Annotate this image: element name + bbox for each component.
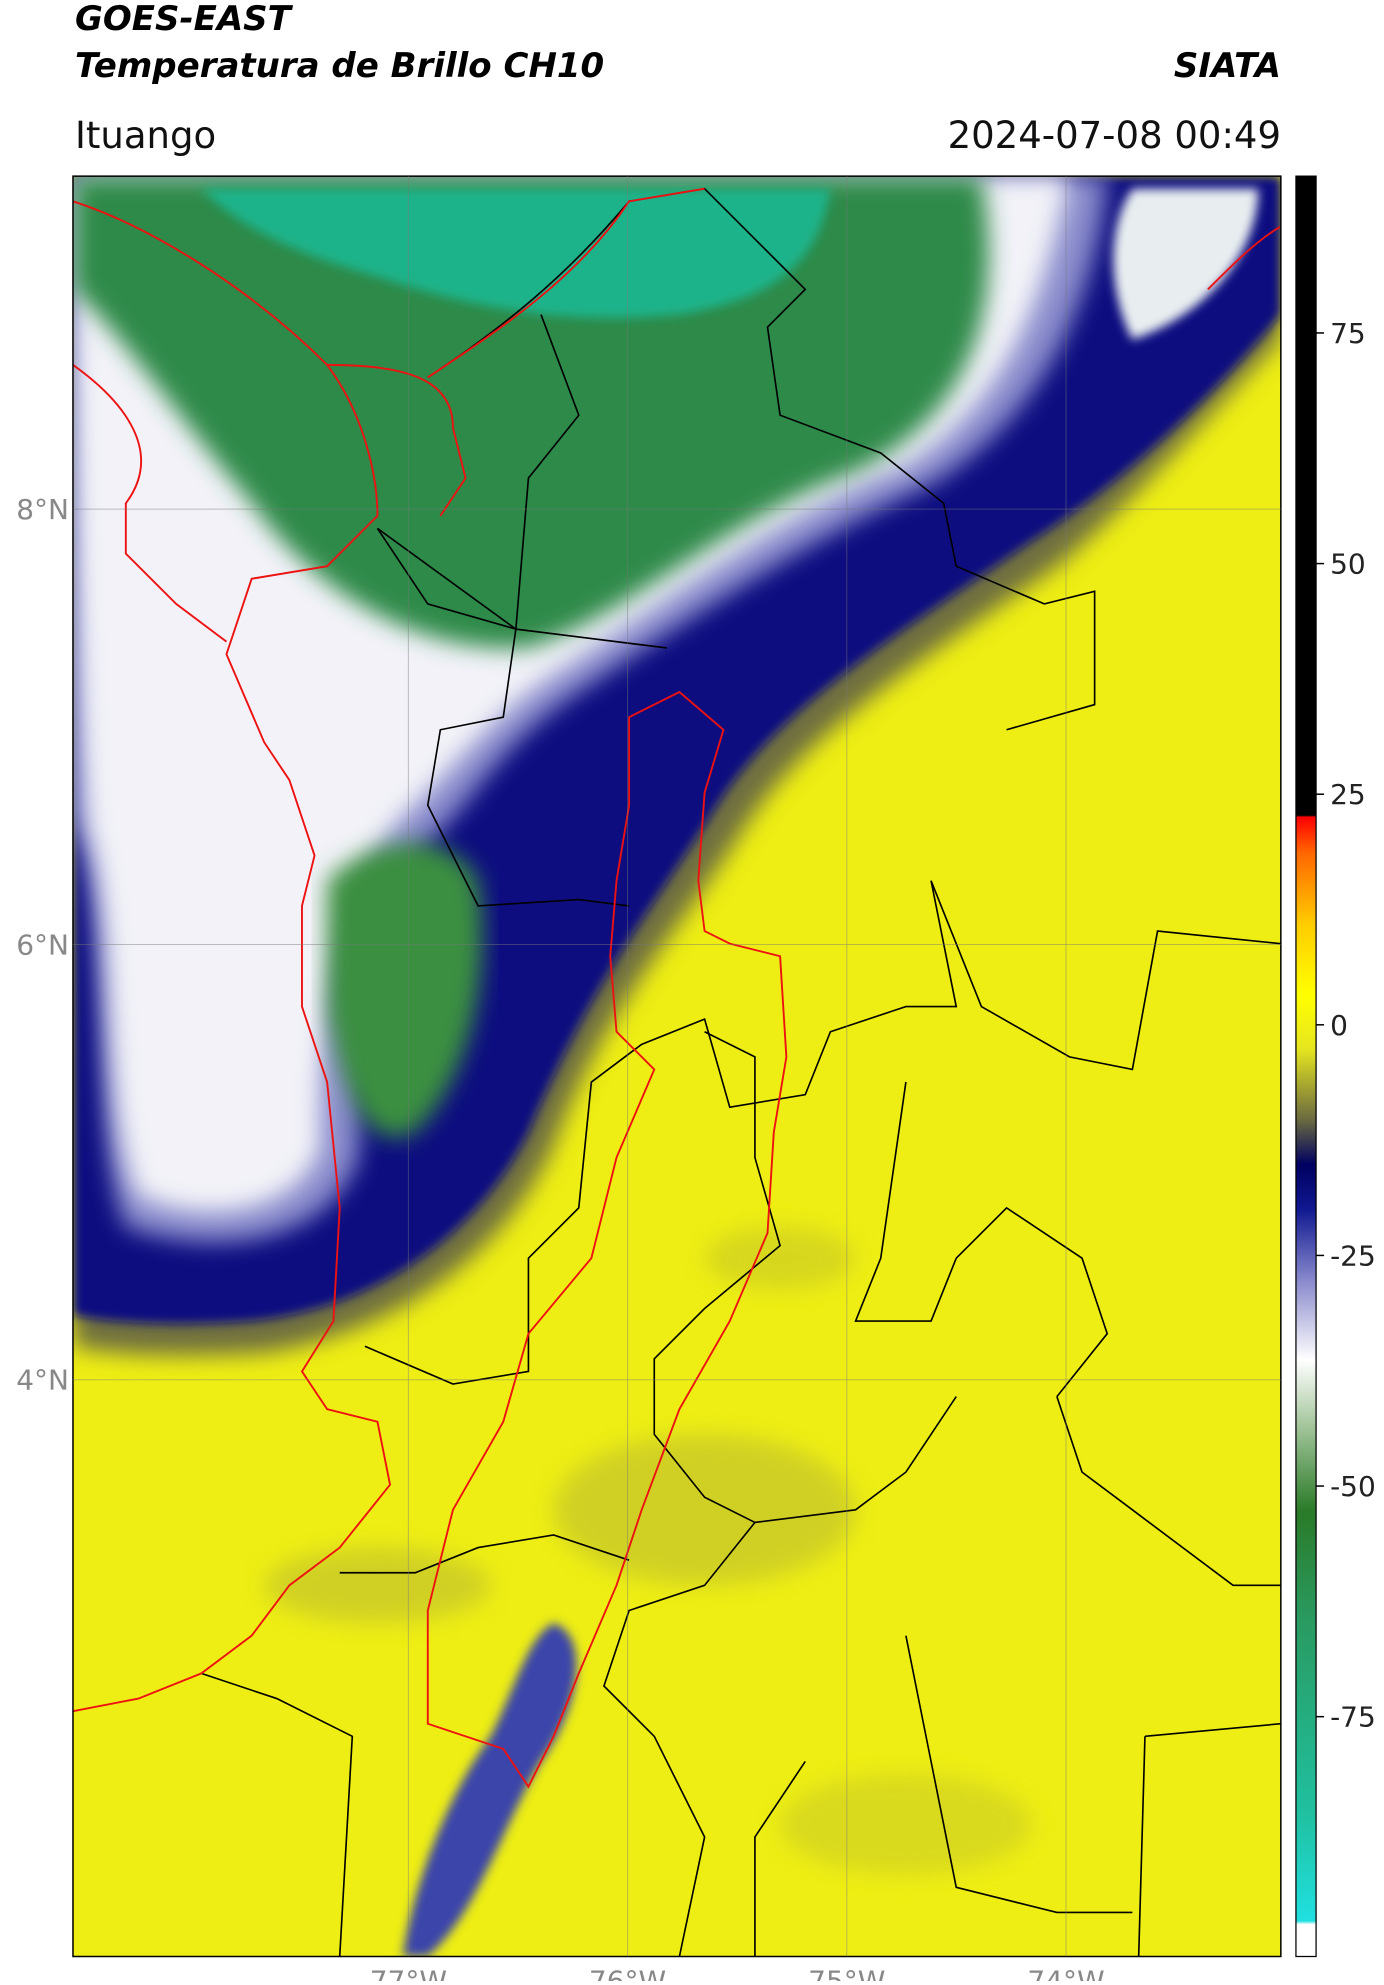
colorbar-tick-label: 0 [1330,1009,1348,1042]
colorbar-tick-label: 75 [1330,317,1366,350]
axes: 77°W 76°W 75°W 74°W 8°N 6°N 4°N 75 50 25 0 -25 -50 -7… [16,176,1376,1985]
source: SIATA [1174,46,1281,86]
colorbar-tick-label: -25 [1330,1239,1376,1272]
subtitle: Temperatura de Brillo CH10 [75,46,604,86]
map-image [72,175,1317,1958]
colorbar [1295,175,1317,1958]
colorbar-tick-label: 50 [1330,548,1366,581]
x-tick-label: 76°W [589,1965,666,1981]
y-tick-label: 6°N [16,928,69,961]
x-tick-label: 77°W [370,1965,447,1981]
datetime: 2024-07-08 00:49 [948,114,1281,157]
y-tick-label: 4°N [16,1364,69,1397]
x-tick-label: 74°W [1027,1965,1104,1981]
map-frame [72,175,1282,1958]
region: Ituango [75,114,216,157]
x-tick-label: 75°W [808,1965,885,1981]
colorbar-tick-label: -50 [1330,1470,1376,1503]
title: GOES-EAST [75,0,294,39]
colorbar-tick-label: 25 [1330,778,1366,811]
colorbar-tick-label: -75 [1330,1701,1376,1734]
y-tick-label: 8°N [16,493,69,526]
